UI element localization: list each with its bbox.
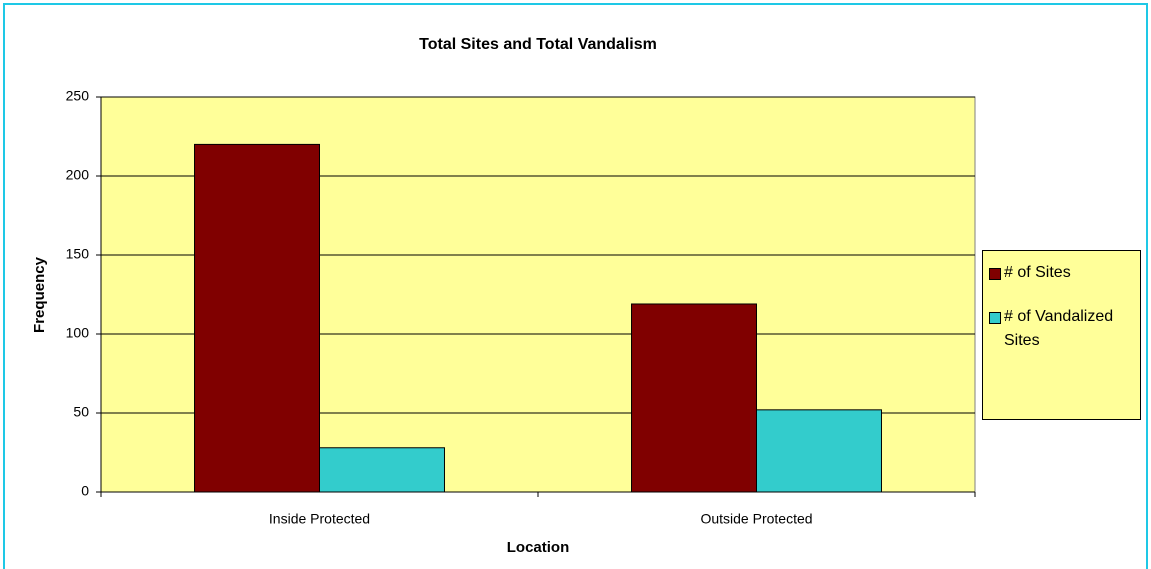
- y-axis-label: Frequency: [31, 256, 48, 333]
- y-tick-label: 250: [66, 88, 90, 104]
- legend: # of Sites # of Vandalized Sites: [982, 250, 1141, 420]
- y-tick-label: 200: [66, 167, 90, 183]
- bar: [756, 409, 882, 493]
- bar: [631, 303, 758, 493]
- legend-swatch: [989, 312, 1001, 324]
- x-axis-label: Location: [507, 539, 570, 556]
- y-tick-label: 150: [66, 246, 90, 262]
- x-tick-label: Inside Protected: [269, 511, 370, 527]
- legend-label: # of Vandalized Sites: [1004, 308, 1114, 349]
- chart-title: Total Sites and Total Vandalism: [419, 36, 657, 53]
- y-tick-label: 100: [66, 325, 90, 341]
- legend-entry: # of Sites: [989, 261, 1136, 285]
- bar: [194, 143, 321, 493]
- legend-swatch: [989, 268, 1001, 280]
- y-tick-label: 0: [81, 483, 89, 499]
- y-tick-label: 50: [73, 404, 89, 420]
- x-tick-label: Outside Protected: [700, 511, 812, 527]
- legend-entry: # of Vandalized Sites: [989, 305, 1136, 353]
- bar: [319, 447, 445, 493]
- legend-label: # of Sites: [1004, 264, 1071, 281]
